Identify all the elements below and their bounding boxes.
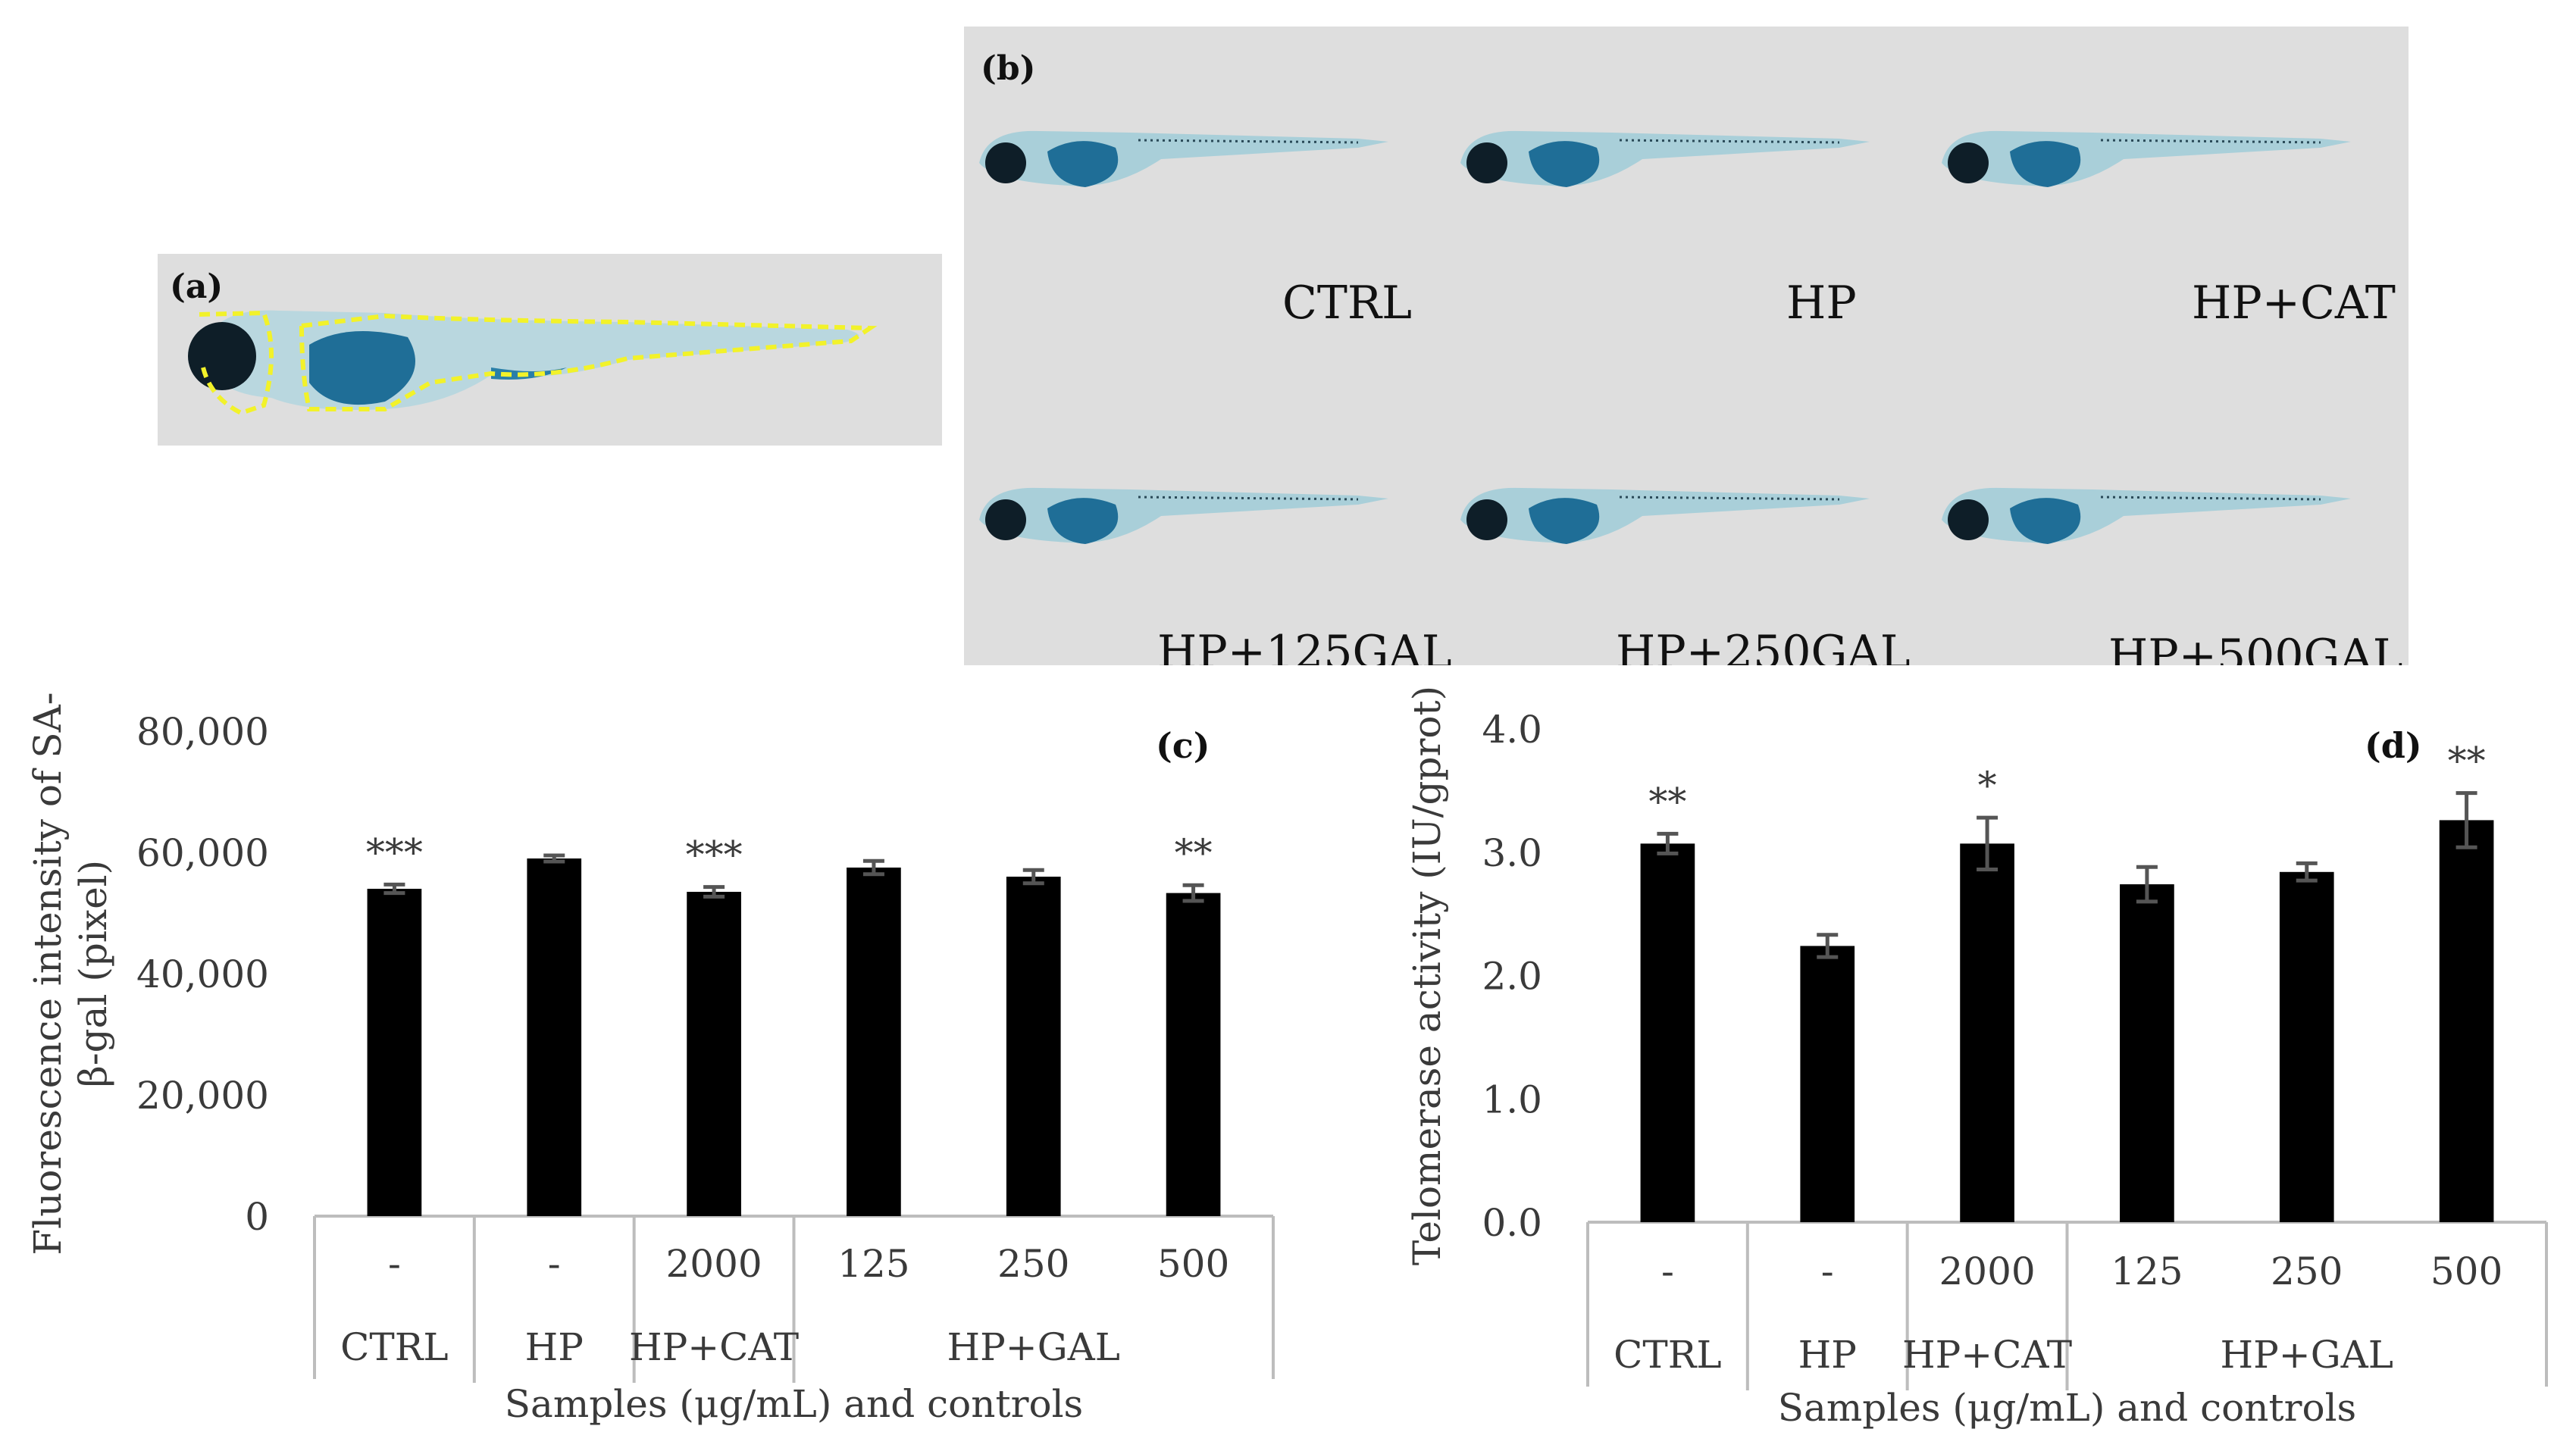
category-label: 250 [997, 1242, 1069, 1286]
panel-letter: (d) [2365, 725, 2422, 766]
bar [1166, 893, 1221, 1216]
bar [1006, 877, 1061, 1216]
category-label: - [548, 1242, 561, 1286]
y-tick-label: 40,000 [136, 952, 269, 996]
y-tick-label: 1.0 [1482, 1077, 1542, 1121]
bar [1800, 946, 1855, 1222]
fish-cell: HP+250GAL [1445, 346, 1927, 665]
fish-label: HP+CAT [2192, 277, 2396, 330]
group-label: CTRL [1614, 1333, 1721, 1377]
fish-label: HP+500GAL [2108, 630, 2403, 665]
fish-label: HP+250GAL [1616, 626, 1911, 665]
y-tick-label: 60,000 [136, 831, 269, 875]
y-axis-title: Telomerase activity (IU/gprot) [1405, 686, 1449, 1265]
fish-cell: CTRL [964, 27, 1445, 346]
larva-image [979, 130, 1388, 187]
panel-a-photo: (a) [158, 254, 942, 446]
significance-mark: ** [1175, 831, 1213, 875]
fish-label: HP+125GAL [1157, 626, 1452, 665]
group-label: HP [525, 1325, 584, 1369]
category-label: 2000 [1939, 1249, 2035, 1293]
bar [1640, 843, 1695, 1222]
significance-mark: *** [686, 833, 743, 877]
significance-mark: ** [2448, 740, 2486, 783]
larva-image [1460, 130, 1870, 187]
y-tick-label: 0 [245, 1195, 269, 1239]
category-label: - [388, 1242, 401, 1286]
panel-b-letter: (b) [981, 49, 1036, 88]
bar [847, 868, 901, 1216]
x-axis-title: Samples (μg/mL) and controls [505, 1382, 1083, 1426]
larva-image [1942, 487, 2351, 544]
bar [367, 889, 422, 1216]
category-label: 500 [1157, 1242, 1229, 1286]
bar [527, 858, 582, 1216]
bar [687, 892, 741, 1216]
group-label: HP+CAT [1902, 1333, 2072, 1377]
category-label: 2000 [665, 1242, 762, 1286]
bar [2120, 884, 2174, 1222]
category-label: 125 [2111, 1249, 2183, 1293]
y-tick-label: 80,000 [136, 710, 269, 754]
category-label: 500 [2430, 1249, 2502, 1293]
fish-cell: HP+125GAL [964, 346, 1452, 665]
y-tick-label: 20,000 [136, 1074, 269, 1118]
fish-label: HP [1786, 277, 1857, 330]
y-axis-title: Fluorescence intensity of SA- [26, 692, 70, 1255]
panel-b-photo-grid: (b) CTRL HP HP+CAT HP+125GAL HP+250GAL HP+500… [964, 27, 2409, 665]
y-axis-title: β-gal (pixel) [71, 860, 115, 1087]
category-label: 250 [2271, 1249, 2343, 1293]
significance-mark: ** [1648, 780, 1686, 824]
larva-outlined-image [188, 310, 878, 416]
larva-image [979, 487, 1388, 544]
group-label: HP+GAL [2221, 1333, 2393, 1377]
x-axis-title: Samples (μg/mL) and controls [1778, 1386, 2356, 1430]
group-label: CTRL [340, 1325, 448, 1369]
group-label: HP [1798, 1333, 1857, 1377]
chart-c-sa-beta-gal: 0 20,000 40,000 60,000 80,000 *** - - *** 2000 125… [26, 692, 1275, 1426]
bar [2279, 871, 2334, 1222]
bar [2439, 820, 2494, 1222]
category-label: 125 [837, 1242, 909, 1286]
y-tick-label: 4.0 [1482, 708, 1542, 752]
fish-cell: HP+500GAL [1927, 346, 2408, 665]
chart-d-telomerase: 0.0 1.0 2.0 3.0 4.0 ** - - * 2000 125 250 ** 500 CTRL H… [1405, 686, 2548, 1430]
y-tick-label: 3.0 [1482, 831, 1542, 875]
fish-label: CTRL [1282, 277, 1412, 330]
fish-cell: HP+CAT [1927, 27, 2408, 346]
panel-a-letter: (a) [170, 267, 224, 306]
larva-image [1942, 130, 2351, 187]
bar [1960, 843, 2014, 1222]
larva-image [1460, 487, 1870, 544]
significance-mark: * [1978, 764, 1997, 808]
panel-letter: (c) [1156, 725, 1210, 766]
group-label: HP+GAL [947, 1325, 1120, 1369]
significance-mark: *** [366, 830, 423, 874]
group-label: HP+CAT [629, 1325, 799, 1369]
category-label: - [1661, 1249, 1674, 1293]
y-tick-label: 2.0 [1482, 955, 1542, 999]
category-label: - [1821, 1249, 1834, 1293]
fish-cell: HP [1445, 27, 1927, 346]
y-tick-label: 0.0 [1482, 1201, 1542, 1245]
